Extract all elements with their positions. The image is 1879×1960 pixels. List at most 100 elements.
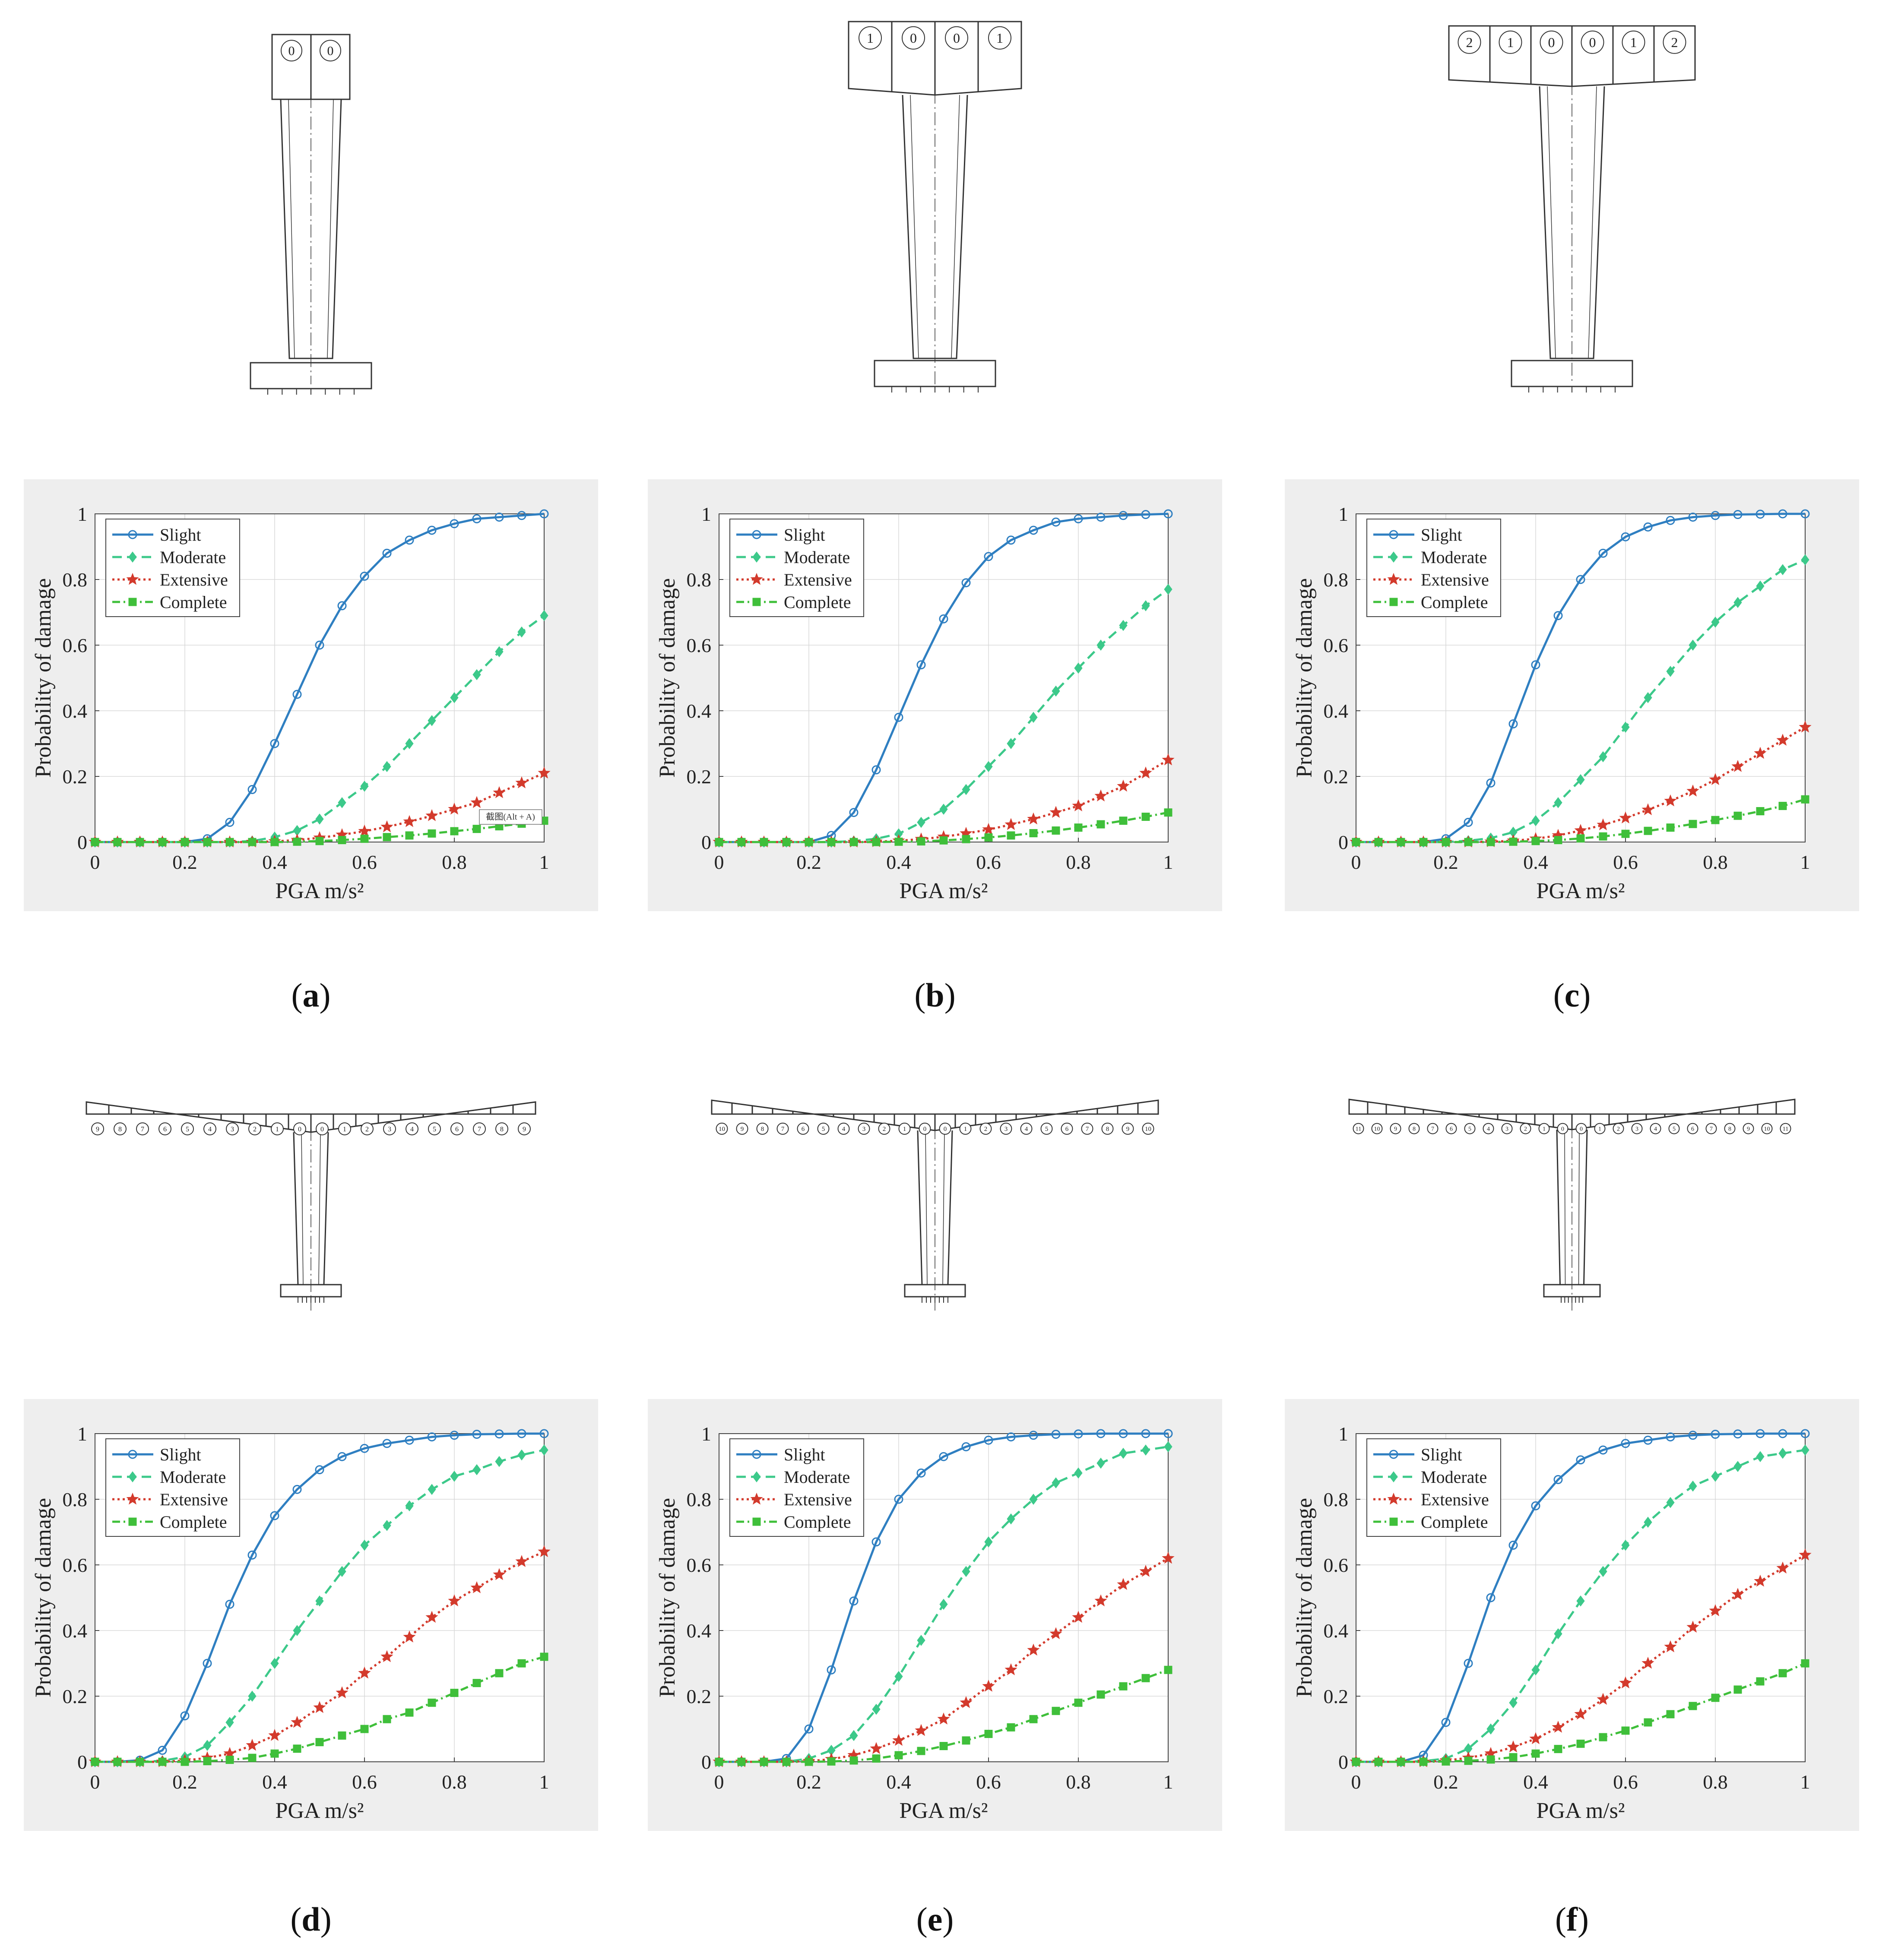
segment-number: 4: [1487, 1126, 1490, 1133]
y-axis-label: Probability of damage: [655, 1498, 680, 1697]
data-point: [1733, 1685, 1742, 1694]
data-point: [1007, 1723, 1015, 1732]
pier-inner-line: [1588, 86, 1597, 359]
x-tick-label: 0.2: [796, 851, 821, 873]
data-point: [1666, 1432, 1675, 1442]
data-point: [1599, 751, 1607, 763]
segment-number: 9: [1394, 1126, 1397, 1133]
data-point: [962, 1736, 970, 1745]
y-tick-label: 0.2: [1324, 766, 1349, 788]
pier-inner-line: [1578, 1129, 1580, 1285]
data-point: [338, 797, 346, 808]
legend-label: Moderate: [160, 548, 226, 567]
legend: Slight Moderate Extensive Complete: [1366, 519, 1501, 617]
data-point: [805, 838, 813, 846]
data-point: [1576, 1455, 1585, 1465]
segment-number: 9: [1747, 1126, 1750, 1133]
x-tick-label: 0: [714, 1771, 724, 1793]
data-point: [1621, 722, 1630, 733]
data-point: [203, 1740, 212, 1751]
x-tick-label: 0.8: [1703, 1771, 1728, 1793]
data-point: [1051, 517, 1061, 527]
data-point: [517, 1659, 526, 1668]
segment-number-circle: [756, 1122, 769, 1135]
data-point: [292, 1485, 302, 1494]
data-point: [984, 833, 993, 842]
data-point: [1709, 1604, 1722, 1616]
segment-number: 5: [1045, 1126, 1049, 1133]
data-point: [1553, 1475, 1563, 1484]
data-point: [338, 1566, 346, 1577]
segment-number: 9: [1126, 1126, 1130, 1133]
x-tick-label: 0.2: [1433, 1771, 1458, 1793]
data-point: [1598, 1445, 1608, 1455]
data-point: [1509, 1697, 1518, 1709]
data-point: [871, 1537, 881, 1547]
data-point: [1164, 808, 1172, 817]
data-point: [1641, 1656, 1654, 1669]
segment-number-circle: [1594, 1123, 1606, 1134]
data-point: [1007, 1513, 1015, 1525]
segment-number: 3: [862, 1126, 866, 1133]
data-point: [1141, 1444, 1150, 1456]
data-point: [1621, 532, 1630, 541]
pier-diagram: 10 9 8 7 6 5 4 3 2 1 0 0 1 2 3 4 5 6 7 8 9 10: [711, 1099, 1159, 1311]
legend-label: Extensive: [1421, 1490, 1489, 1509]
segment-number: 0: [953, 30, 960, 46]
legend-label: Extensive: [1421, 570, 1489, 589]
segment-number-circle: [919, 1122, 931, 1135]
data-point: [1800, 509, 1810, 519]
segment-number: 5: [186, 1126, 189, 1133]
data-point: [1074, 1429, 1083, 1439]
data-point: [472, 1464, 481, 1476]
data-point: [782, 838, 791, 846]
data-point: [1389, 598, 1398, 606]
segment-number-circle: [858, 1122, 870, 1135]
segment-number: 4: [1025, 1126, 1028, 1133]
data-point: [338, 1731, 346, 1740]
pier-diagram: 2 1 0 0 1 2: [1448, 25, 1696, 393]
segment-number-circle: [1780, 1123, 1791, 1134]
y-axis-label: Probability of damage: [1292, 1498, 1317, 1697]
data-point: [1754, 1574, 1767, 1587]
segment-number-circle: [450, 1122, 463, 1136]
x-tick-label: 0.4: [886, 1771, 911, 1793]
segment-number: 1: [343, 1126, 346, 1133]
segment-number-circle: [837, 1122, 850, 1135]
data-point: [515, 776, 528, 788]
damage-curve-chart: 0 0.2 0.4 0.6 0.8 1 0 0.2 0.4 0.6 0.8 1 PGA m/s² Prob…: [1292, 503, 1812, 903]
series-line: [719, 588, 1169, 843]
segment-number-circle: [361, 1122, 374, 1136]
data-point: [1027, 1643, 1040, 1656]
segment-number-circle: [181, 1122, 194, 1136]
segment-number-circle: [1650, 1123, 1661, 1134]
data-point: [1119, 1447, 1128, 1459]
data-point: [752, 1517, 761, 1526]
data-point: [1397, 838, 1405, 846]
segment-number: 8: [1413, 1126, 1416, 1133]
panel-caption: (e): [916, 1900, 954, 1938]
data-point: [270, 838, 279, 846]
segment-number: 8: [761, 1126, 764, 1133]
y-tick-label: 0.2: [687, 766, 712, 788]
data-point: [539, 1429, 549, 1438]
legend-label: Extensive: [784, 1490, 852, 1509]
data-point: [1374, 838, 1383, 846]
data-point: [248, 1754, 257, 1762]
series-complete: [715, 808, 1172, 846]
data-point: [1755, 510, 1765, 519]
data-point: [917, 837, 925, 845]
segment-number: 0: [298, 1126, 301, 1133]
segment-number: 8: [118, 1126, 122, 1133]
y-tick-label: 0.8: [63, 569, 88, 591]
data-point: [1756, 580, 1765, 592]
plot-frame: 0 0.2 0.4 0.6 0.8 1 0 0.2 0.4 0.6 0.8 1 PGA m/s² Prob…: [1285, 479, 1859, 911]
y-tick-label: 0: [701, 1751, 711, 1773]
segment-number: 0: [944, 1126, 947, 1133]
plot-frame: 0 0.2 0.4 0.6 0.8 1 0 0.2 0.4 0.6 0.8 1 PGA m/s² Prob…: [24, 479, 598, 911]
segment-number-circle: [1743, 1123, 1754, 1134]
data-point: [961, 578, 971, 588]
data-point: [1576, 834, 1585, 843]
data-point: [827, 1757, 836, 1766]
segment-number-circle: [316, 1122, 329, 1136]
